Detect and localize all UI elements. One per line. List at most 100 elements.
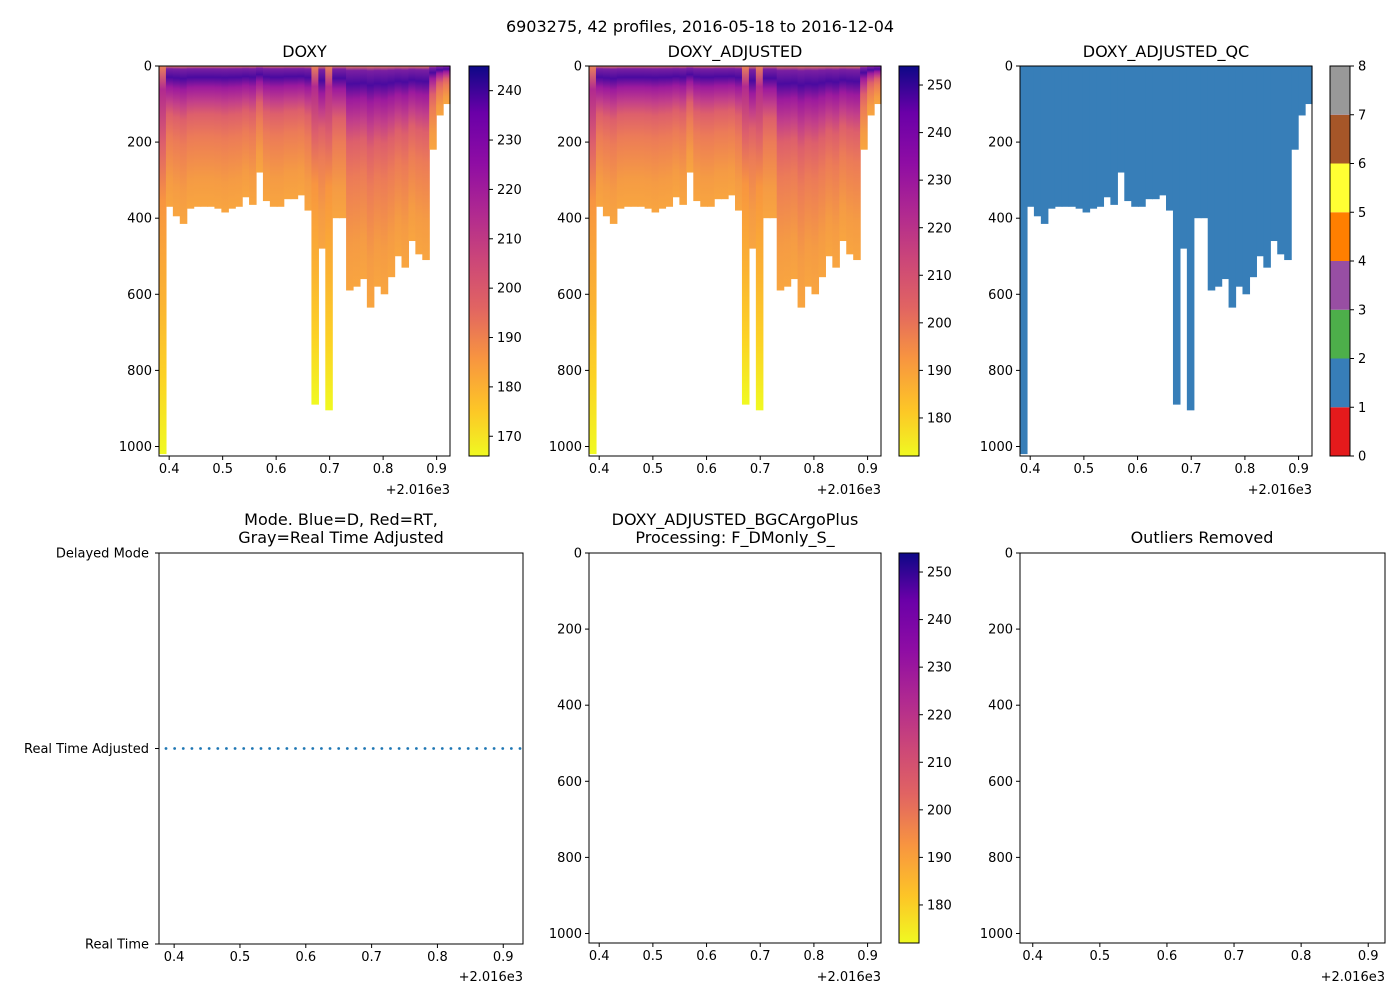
panel-outliers: Outliers Removed 0.4 0.5 0.6 0.7 0.8 0.9 0 200 4… xyxy=(980,528,1386,985)
mode-point xyxy=(380,747,384,750)
colorbar-tick-label: 7 xyxy=(1358,108,1366,123)
profile-column xyxy=(665,66,674,207)
x-tick-label: 0.9 xyxy=(1358,949,1379,964)
profile-column xyxy=(616,66,625,209)
profile-column xyxy=(1277,66,1285,255)
axes-frame xyxy=(588,65,882,457)
qc-colorbar-segment xyxy=(1330,358,1350,408)
profile-column xyxy=(589,66,597,455)
panel-title: DOXY_ADJUSTED_QC xyxy=(1083,42,1249,62)
panel-doxy: DOXY 0.4 0.5 0.6 0.7 0.8 0.9 0 200 400 600 800 1000… xyxy=(119,42,522,498)
panel-title: DOXY xyxy=(282,42,327,61)
profile-column xyxy=(839,66,847,242)
axes-ticks: Delayed Mode Real Time Adjusted Real Time 0… xyxy=(24,547,514,965)
profile-column xyxy=(1284,66,1292,261)
profile-column xyxy=(1256,66,1264,257)
colorbar-tick-label: 210 xyxy=(927,756,952,771)
profile-column xyxy=(874,66,882,105)
profile-column xyxy=(721,66,729,200)
colorbar-tick-label: 200 xyxy=(927,803,952,818)
y-tick-label: 600 xyxy=(557,288,582,303)
mode-point xyxy=(311,747,315,750)
x-tick-label: 0.8 xyxy=(427,950,448,965)
mode-point xyxy=(432,747,436,750)
mode-point xyxy=(190,747,194,750)
x-tick-label: 0.5 xyxy=(1074,462,1095,477)
colorbar-tick-label: 210 xyxy=(497,232,522,247)
qc-colorbar-segment xyxy=(1330,261,1350,310)
profile-column xyxy=(693,66,701,202)
colorbar-tick-label: 180 xyxy=(927,412,952,427)
profile-column xyxy=(1096,66,1105,207)
x-tick-label: 0.7 xyxy=(1224,949,1245,964)
profile-column xyxy=(1166,66,1174,211)
profile-column xyxy=(394,66,403,257)
profile-column xyxy=(366,66,375,308)
colorbar-tick-label: 1 xyxy=(1358,401,1366,416)
y-tick-label: 800 xyxy=(557,364,582,379)
mode-point xyxy=(320,747,323,750)
profile-column xyxy=(186,66,195,209)
profile-column xyxy=(256,66,264,173)
profile-column xyxy=(172,66,181,217)
profile-column xyxy=(630,66,639,207)
colorbar-tick-label: 240 xyxy=(927,126,952,141)
y-tick-label: 1000 xyxy=(980,927,1013,942)
profile-column xyxy=(422,66,430,261)
profile-column xyxy=(269,66,278,207)
y-tick-label: 1000 xyxy=(549,927,582,942)
colorbar-tick-label: 200 xyxy=(497,282,522,297)
x-tick-label: 0.4 xyxy=(589,462,610,477)
profile-column xyxy=(408,66,416,242)
profile-column xyxy=(346,66,354,291)
profile-column xyxy=(214,66,222,209)
colorbar-tick-label: 190 xyxy=(497,331,522,346)
qc-colorbar-segment xyxy=(1330,407,1350,456)
profile-column xyxy=(1298,66,1306,116)
x-tick-label: 0.6 xyxy=(1127,462,1148,477)
panel-title: DOXY_ADJUSTED xyxy=(668,42,803,62)
colorbar xyxy=(898,65,920,457)
mode-point xyxy=(509,747,513,750)
profile-column xyxy=(1179,66,1188,249)
profile-column xyxy=(235,66,243,207)
profile-column xyxy=(436,66,444,116)
colorbar-tick-label: 230 xyxy=(497,134,522,149)
mode-point xyxy=(233,747,237,750)
x-offset-label: +2.016e3 xyxy=(1321,970,1385,985)
profile-column xyxy=(1228,66,1237,308)
profile-column xyxy=(846,66,854,255)
mode-point xyxy=(371,747,375,750)
profile-column xyxy=(783,66,792,287)
profile-column xyxy=(1249,66,1257,278)
profile-column xyxy=(443,66,451,105)
mode-point xyxy=(216,747,220,750)
mode-point xyxy=(466,747,470,750)
panel-title: Outliers Removed xyxy=(1131,528,1274,547)
x-offset-label: +2.016e3 xyxy=(817,483,881,498)
profile-column xyxy=(1068,66,1077,207)
y-tick-label: 600 xyxy=(988,775,1013,790)
profile-column xyxy=(1207,66,1216,291)
axes-frame xyxy=(1019,552,1386,944)
profile-column xyxy=(1172,66,1181,405)
x-tick-label: 0.6 xyxy=(696,462,717,477)
mode-point xyxy=(173,747,177,750)
colorbar-tick-label: 220 xyxy=(497,183,522,198)
profile-column xyxy=(1263,66,1271,268)
profile-column xyxy=(1040,66,1049,224)
x-tick-label: 0.6 xyxy=(696,949,717,964)
mode-point xyxy=(406,747,410,750)
qc-colorbar: 0 1 2 3 4 5 6 7 8 xyxy=(1329,60,1366,465)
mode-point xyxy=(414,747,418,750)
profile-column xyxy=(1117,66,1125,173)
profile-column xyxy=(602,66,611,217)
x-tick-label: 0.8 xyxy=(1235,462,1256,477)
x-tick-label: 0.8 xyxy=(1291,949,1312,964)
colorbar-tick-label: 190 xyxy=(927,851,952,866)
mode-point xyxy=(276,747,280,750)
profile-column xyxy=(797,66,806,308)
profile-column xyxy=(373,66,382,287)
mode-point xyxy=(294,747,297,750)
mode-point xyxy=(484,747,487,750)
